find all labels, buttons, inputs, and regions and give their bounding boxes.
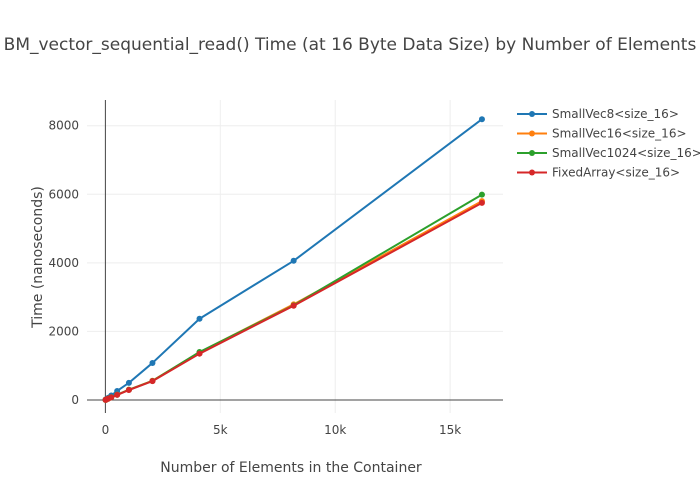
x-tick-label: 5k bbox=[213, 423, 228, 437]
y-tick-label: 0 bbox=[71, 393, 79, 407]
data-point[interactable] bbox=[149, 359, 156, 366]
data-point[interactable] bbox=[114, 391, 121, 398]
legend-item[interactable]: SmallVec8<size_16> bbox=[517, 107, 679, 121]
data-point[interactable] bbox=[478, 116, 485, 123]
data-point[interactable] bbox=[196, 315, 203, 322]
legend-label: SmallVec1024<size_16> bbox=[552, 146, 700, 160]
legend-label: SmallVec8<size_16> bbox=[552, 107, 679, 121]
x-tick-label: 0 bbox=[102, 423, 110, 437]
legend-item[interactable]: FixedArray<size_16> bbox=[517, 166, 680, 180]
x-axis-title: Number of Elements in the Container bbox=[160, 460, 422, 476]
legend-item[interactable]: SmallVec16<size_16> bbox=[517, 127, 687, 141]
data-point[interactable] bbox=[290, 302, 297, 309]
y-tick-label: 2000 bbox=[48, 324, 79, 338]
axes: 0 2000 4000 6000 8000 0 5k 10k 15k bbox=[48, 100, 503, 437]
legend[interactable]: SmallVec8<size_16> SmallVec16<size_16> Sma… bbox=[517, 107, 700, 180]
x-tick-label: 15k bbox=[439, 423, 461, 437]
data-point[interactable] bbox=[196, 350, 203, 357]
data-point[interactable] bbox=[149, 378, 156, 385]
y-tick-label: 4000 bbox=[48, 256, 79, 270]
legend-marker bbox=[529, 169, 535, 176]
data-point[interactable] bbox=[125, 379, 132, 386]
data-point[interactable] bbox=[290, 257, 297, 264]
y-tick-label: 6000 bbox=[48, 187, 79, 201]
series-group bbox=[102, 116, 485, 403]
legend-marker bbox=[529, 150, 535, 156]
data-point[interactable] bbox=[478, 191, 485, 198]
legend-label: FixedArray<size_16> bbox=[552, 166, 680, 180]
data-point[interactable] bbox=[125, 387, 132, 394]
legend-label: SmallVec16<size_16> bbox=[552, 127, 687, 141]
y-tick-label: 8000 bbox=[48, 119, 79, 133]
data-point[interactable] bbox=[478, 199, 485, 206]
x-tick-label: 10k bbox=[324, 423, 346, 437]
legend-marker bbox=[529, 130, 535, 137]
data-point[interactable] bbox=[108, 394, 115, 401]
series-3 bbox=[102, 199, 485, 403]
legend-marker bbox=[529, 111, 535, 117]
chart-title: BM_vector_sequential_read() Time (at 16 … bbox=[4, 35, 697, 55]
y-axis-title: Time (nanoseconds) bbox=[30, 186, 46, 329]
legend-item[interactable]: SmallVec1024<size_16> bbox=[517, 146, 700, 160]
